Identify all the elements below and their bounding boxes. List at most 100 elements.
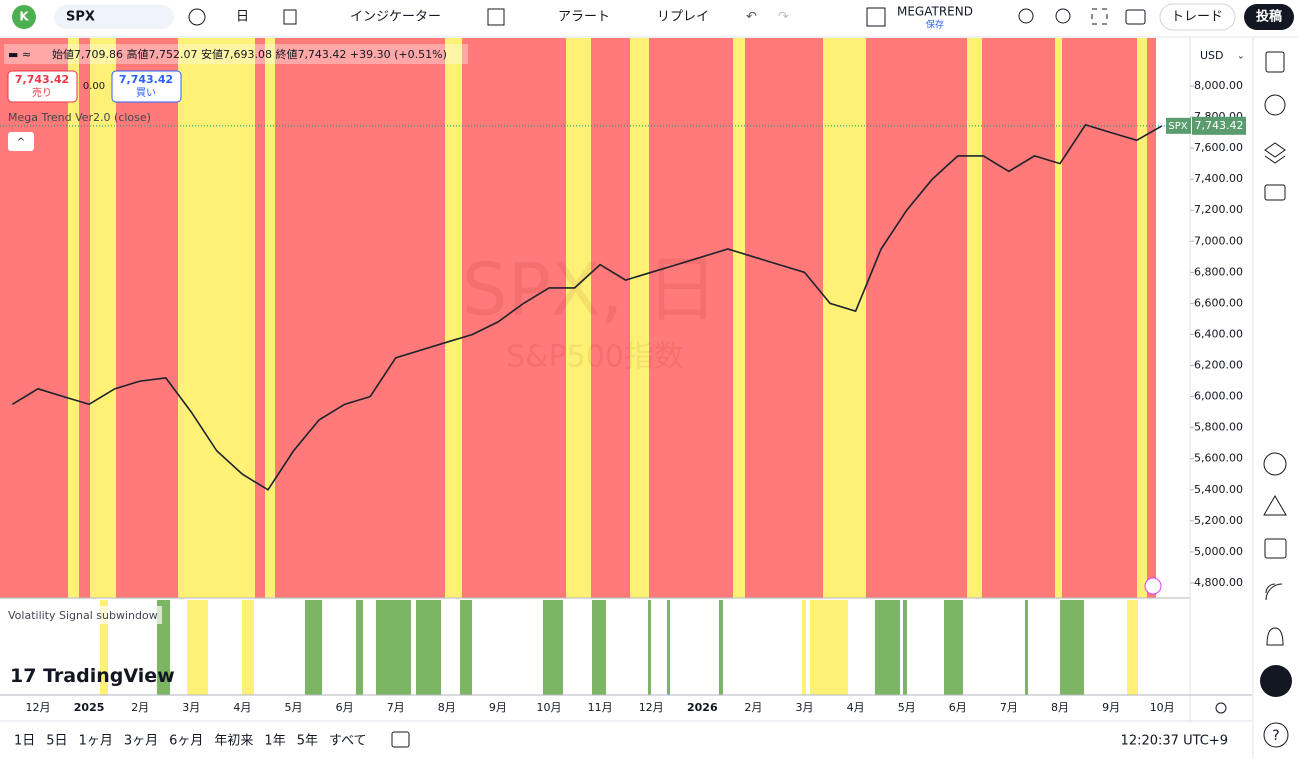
- range-bar: 1日 5日 1ヶ月 3ヶ月 6ヶ月 年初来 1年 5年 すべて: [14, 734, 367, 749]
- tv-logo-text: TradingView: [43, 665, 175, 687]
- yellow-bar: [242, 600, 254, 695]
- layout-icon[interactable]: [866, 7, 886, 27]
- x-tick-label: 4月: [847, 701, 865, 714]
- notifications-icon[interactable]: [1266, 627, 1284, 646]
- trade-button[interactable]: [1159, 3, 1236, 31]
- help-icon[interactable]: [1263, 722, 1289, 748]
- range-button[interactable]: すべて: [329, 734, 367, 749]
- search-icon[interactable]: [1018, 8, 1034, 24]
- spread: 0.00: [83, 81, 105, 92]
- templates[interactable]: [487, 8, 505, 26]
- range-button[interactable]: 5年: [297, 734, 318, 749]
- tv-logo[interactable]: 17 TradingView: [10, 665, 175, 687]
- x-tick-label: 8月: [1051, 701, 1069, 714]
- apps-icon[interactable]: [1260, 665, 1292, 697]
- green-bar: [416, 600, 441, 695]
- x-tick-label: 8月: [438, 701, 456, 714]
- range-button[interactable]: 年初来: [214, 734, 253, 749]
- yellow-zone: [1055, 38, 1062, 598]
- settings-icon[interactable]: [1055, 8, 1071, 24]
- y-tick-label: 7,200.00: [1194, 203, 1243, 216]
- y-tick-label: 6,400.00: [1194, 327, 1243, 340]
- date-range-icon[interactable]: [391, 731, 410, 748]
- axis-settings[interactable]: [1215, 702, 1227, 714]
- green-bar: [667, 600, 670, 695]
- range-button[interactable]: 1ヶ月: [79, 734, 113, 749]
- pine-icon[interactable]: [1263, 495, 1287, 516]
- avatar[interactable]: [12, 5, 36, 29]
- add-symbol[interactable]: [188, 8, 206, 26]
- alerts-icon[interactable]: [1264, 94, 1286, 116]
- y-tick-label: 7,400.00: [1194, 172, 1243, 185]
- interval[interactable]: 日: [236, 10, 249, 25]
- range-button[interactable]: 1年: [264, 734, 285, 749]
- yellow-zone: [630, 38, 649, 598]
- symbol-search[interactable]: [54, 5, 174, 29]
- signal-background: [0, 38, 1156, 598]
- y-tick-label: 4,800.00: [1194, 576, 1243, 589]
- range-button[interactable]: 3ヶ月: [124, 734, 158, 749]
- yellow-zone: [823, 38, 866, 598]
- redo[interactable]: ↷: [778, 10, 790, 25]
- sell-label: 売り: [32, 86, 52, 99]
- buy-button[interactable]: [111, 70, 182, 103]
- layout-name[interactable]: MEGATREND: [897, 5, 973, 19]
- currency[interactable]: USD: [1200, 49, 1224, 62]
- layers-icon[interactable]: [1264, 142, 1286, 164]
- alert-marker[interactable]: [1144, 577, 1162, 595]
- stream-icon[interactable]: [1265, 583, 1283, 601]
- undo[interactable]: ↶: [746, 10, 757, 25]
- chat-icon[interactable]: [1264, 184, 1286, 201]
- yellow-zone: [445, 38, 462, 598]
- yellow-zone: [1137, 38, 1147, 598]
- y-tick-label: 7,000.00: [1194, 234, 1243, 247]
- x-tick-label: 2月: [131, 701, 149, 714]
- trade-label: トレード: [1171, 10, 1223, 25]
- watermark-name: S&P500指数: [506, 340, 684, 375]
- subwindow-title-bg: [4, 606, 162, 624]
- yellow-zone: [68, 38, 79, 598]
- y-tick-label: 6,800.00: [1194, 265, 1243, 278]
- indicators[interactable]: インジケーター: [350, 10, 441, 25]
- fullscreen-icon[interactable]: [1091, 8, 1108, 25]
- watermark-symbol: SPX, 日: [462, 248, 718, 332]
- x-tick-label: 6月: [949, 701, 967, 714]
- range-button[interactable]: 5日: [46, 734, 67, 749]
- symbol-tag: [1166, 117, 1191, 134]
- symbol-tag-label: SPX: [1168, 121, 1187, 132]
- chart-type[interactable]: [283, 9, 297, 25]
- collapse-button[interactable]: [8, 132, 34, 151]
- ideas-icon[interactable]: [1263, 452, 1287, 476]
- snapshot-icon[interactable]: [1125, 9, 1146, 25]
- y-tick-label: 5,200.00: [1194, 514, 1243, 527]
- y-tick-label: 5,600.00: [1194, 452, 1243, 465]
- collapse-arrow: ^: [17, 137, 25, 148]
- y-tick-label: 5,000.00: [1194, 545, 1243, 558]
- green-bar: [543, 600, 563, 695]
- range-button[interactable]: 1日: [14, 734, 35, 749]
- layout-status: 保存: [926, 19, 944, 31]
- green-bar: [903, 600, 907, 695]
- yellow-bar: [1127, 600, 1138, 695]
- y-tick-label: 6,000.00: [1194, 390, 1243, 403]
- watchlist-icon[interactable]: [1265, 51, 1285, 73]
- replay[interactable]: リプレイ: [657, 10, 709, 25]
- range-button[interactable]: 6ヶ月: [169, 734, 203, 749]
- green-bar: [944, 600, 963, 695]
- symbol: SPX: [66, 10, 95, 25]
- alert[interactable]: アラート: [558, 10, 610, 25]
- sell-button[interactable]: [7, 70, 78, 103]
- legend-icons[interactable]: ▬ ≈: [8, 48, 31, 61]
- x-tick-label: 10月: [1150, 701, 1175, 714]
- x-tick-label: 2026: [687, 701, 718, 714]
- publish-button[interactable]: [1244, 4, 1294, 30]
- calendar-icon[interactable]: [1264, 538, 1287, 559]
- x-tick-label: 5月: [898, 701, 916, 714]
- x-tick-label: 12月: [26, 701, 51, 714]
- yellow-zone: [733, 38, 745, 598]
- x-tick-label: 3月: [796, 701, 814, 714]
- green-bar: [1060, 600, 1084, 695]
- x-tick-label: 4月: [233, 701, 251, 714]
- x-tick-label: 5月: [285, 701, 303, 714]
